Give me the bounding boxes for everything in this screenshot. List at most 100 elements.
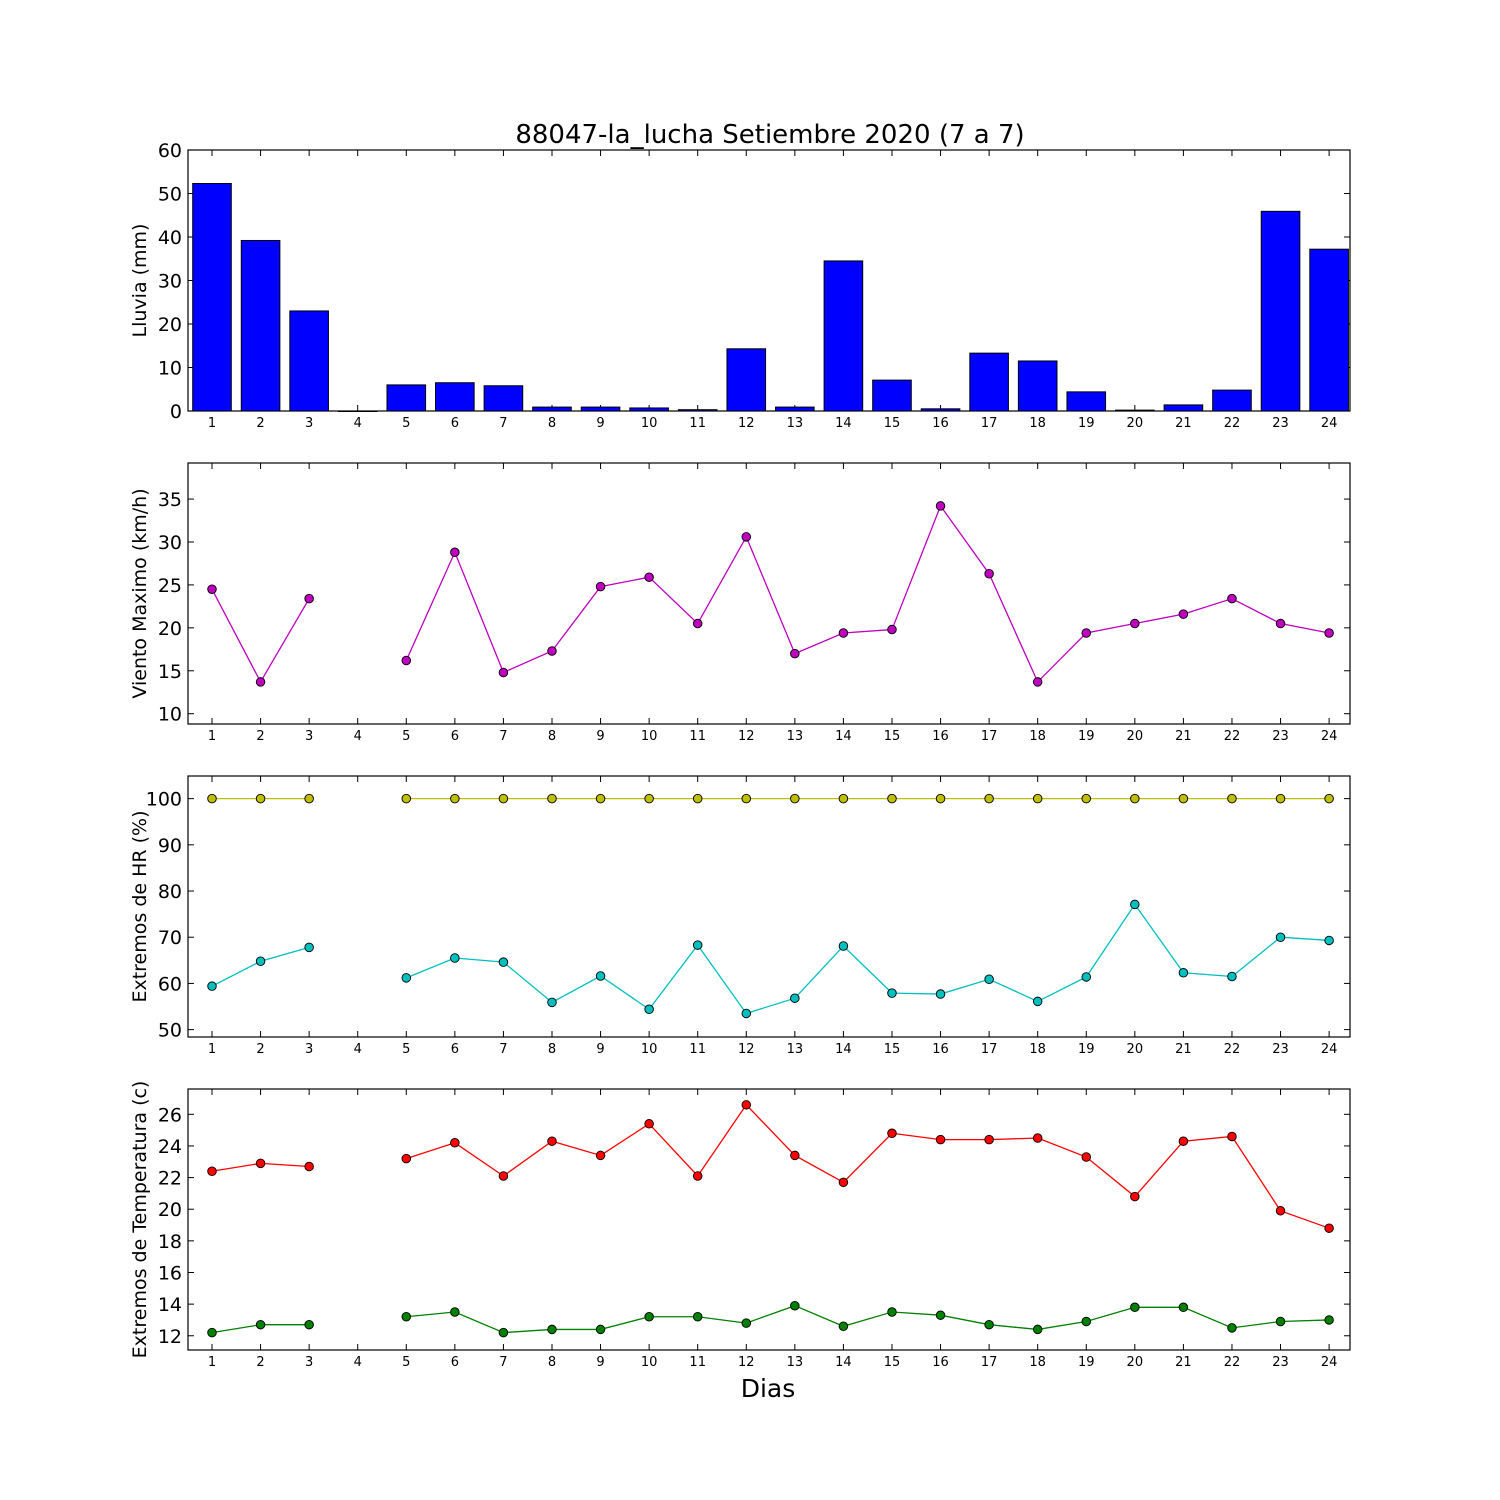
x-tick-label: 14 <box>835 416 852 431</box>
bar <box>240 239 281 412</box>
x-tick-label: 19 <box>1078 1355 1095 1370</box>
bar <box>386 384 427 412</box>
axes-frame <box>187 149 1351 412</box>
data-point <box>450 1138 460 1148</box>
data-point <box>1130 899 1140 910</box>
y-tick-label: 20 <box>158 618 182 640</box>
data-point <box>1178 609 1189 619</box>
data-point <box>1275 1206 1286 1216</box>
data-point <box>692 940 703 950</box>
y-tick-label: 70 <box>158 927 182 949</box>
x-tick-label: 8 <box>548 729 556 744</box>
x-tick-label: 14 <box>835 1355 852 1370</box>
x-tick-label: 1 <box>208 1042 216 1057</box>
x-tick-label: 17 <box>981 1042 998 1057</box>
x-tick-label: 5 <box>402 729 410 744</box>
x-tick-label: 15 <box>884 729 901 744</box>
x-tick-label: 4 <box>354 1355 362 1370</box>
x-tick-label: 13 <box>787 416 804 431</box>
x-tick-label: 7 <box>499 1355 507 1370</box>
data-point <box>1178 968 1189 978</box>
x-tick-label: 1 <box>208 416 216 431</box>
data-point <box>1081 1316 1092 1327</box>
y-tick-label: 18 <box>158 1231 182 1253</box>
x-tick-label: 13 <box>787 1042 804 1057</box>
x-axis-label: Dias <box>741 1374 796 1403</box>
x-tick-label: 7 <box>499 416 507 431</box>
data-point <box>1324 1315 1334 1325</box>
data-point <box>935 501 946 511</box>
y-axis-label: Extremos de HR (%) <box>129 810 151 1002</box>
data-point <box>838 793 849 804</box>
data-point <box>935 793 946 804</box>
x-tick-label: 22 <box>1224 416 1241 431</box>
data-point <box>401 973 412 983</box>
data-point <box>255 1319 266 1330</box>
data-point <box>1032 793 1043 804</box>
data-point <box>547 1324 557 1335</box>
bar <box>726 348 767 412</box>
axes-frame <box>187 462 1351 725</box>
data-point <box>1324 628 1334 638</box>
series-line <box>211 588 310 684</box>
bar <box>1163 404 1204 412</box>
data-point <box>984 569 994 579</box>
data-point <box>741 1100 752 1110</box>
data-point <box>935 1310 946 1320</box>
x-tick-label: 8 <box>548 1042 556 1057</box>
data-point <box>498 1171 509 1181</box>
x-tick-label: 18 <box>1029 729 1046 744</box>
x-tick-label: 9 <box>596 416 604 431</box>
data-point <box>1227 1323 1237 1333</box>
x-tick-label: 20 <box>1127 729 1144 744</box>
data-point <box>741 1008 752 1019</box>
data-point <box>595 971 606 981</box>
data-point <box>498 793 509 804</box>
x-tick-label: 6 <box>451 1355 459 1370</box>
data-point <box>644 1312 654 1322</box>
x-tick-label: 8 <box>548 416 556 431</box>
y-tick-label: 20 <box>158 314 182 336</box>
bar <box>677 409 718 412</box>
data-point <box>401 1153 412 1164</box>
x-tick-label: 8 <box>548 1355 556 1370</box>
data-point <box>304 1161 314 1172</box>
data-point <box>838 941 849 951</box>
data-point <box>692 793 703 804</box>
data-point <box>887 793 897 804</box>
data-point <box>450 793 460 804</box>
data-point <box>498 957 509 967</box>
data-point <box>887 624 897 635</box>
x-tick-label: 17 <box>981 729 998 744</box>
data-point <box>255 677 266 687</box>
bar <box>823 260 864 412</box>
data-point <box>1178 793 1189 804</box>
y-axis-label: Viento Maximo (km/h) <box>129 488 151 698</box>
x-tick-label: 10 <box>641 1042 658 1057</box>
bar <box>435 382 475 412</box>
data-point <box>1324 935 1334 946</box>
y-tick-label: 14 <box>158 1294 182 1316</box>
x-tick-label: 23 <box>1272 729 1289 744</box>
data-point <box>1032 1133 1043 1143</box>
y-tick-label: 30 <box>158 271 182 293</box>
x-tick-label: 2 <box>256 729 264 744</box>
axes-frame <box>187 775 1351 1038</box>
y-tick-label: 12 <box>158 1326 182 1348</box>
x-tick-label: 24 <box>1321 1355 1338 1370</box>
x-tick-label: 5 <box>402 1042 410 1057</box>
y-tick-label: 90 <box>158 835 182 857</box>
x-tick-label: 24 <box>1321 1042 1338 1057</box>
data-point <box>547 1136 557 1146</box>
series-line <box>405 504 1330 684</box>
series-line <box>211 946 310 987</box>
x-tick-label: 22 <box>1224 1355 1241 1370</box>
x-tick-label: 11 <box>689 1042 706 1057</box>
x-tick-label: 21 <box>1175 1042 1192 1057</box>
data-point <box>547 793 557 804</box>
data-point <box>1275 1316 1286 1327</box>
data-point <box>644 572 654 582</box>
data-point <box>304 793 314 804</box>
y-tick-label: 35 <box>158 489 182 511</box>
